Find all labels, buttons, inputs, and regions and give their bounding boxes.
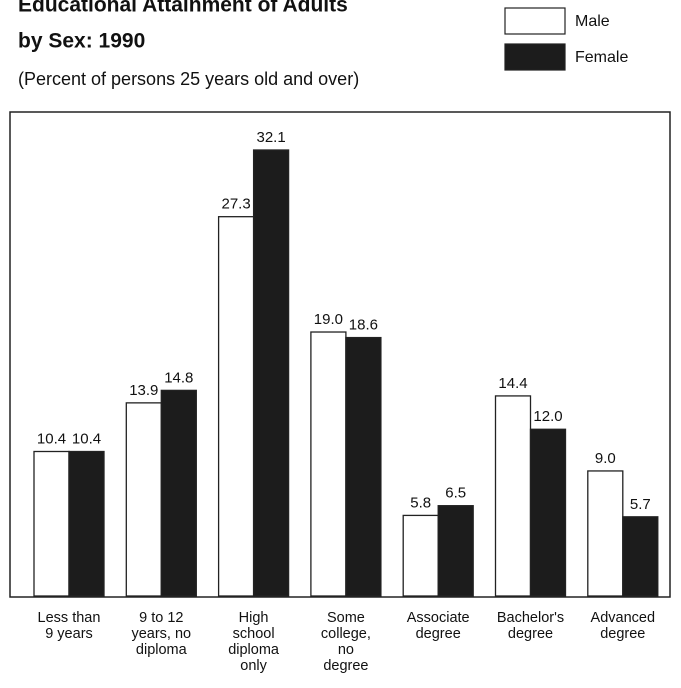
chart-title: Educational Attainment of Adults bbox=[18, 0, 348, 17]
data-label: 10.4 bbox=[72, 430, 101, 447]
data-label: 14.4 bbox=[498, 375, 527, 392]
x-tick-label: Some bbox=[327, 610, 365, 626]
data-label: 13.9 bbox=[129, 382, 158, 399]
x-tick-label: only bbox=[240, 658, 267, 674]
bar bbox=[345, 336, 382, 597]
legend-label: Female bbox=[575, 49, 628, 66]
data-label: 27.3 bbox=[221, 196, 250, 213]
bar bbox=[622, 516, 659, 597]
x-tick-label: 9 to 12 bbox=[139, 610, 183, 626]
legend-swatch bbox=[504, 7, 566, 35]
bar bbox=[217, 216, 255, 597]
legend-label: Male bbox=[575, 13, 610, 30]
x-tick-label: college, bbox=[321, 626, 371, 642]
x-tick-label: degree bbox=[508, 626, 553, 642]
x-tick-label: no bbox=[338, 642, 354, 658]
x-tick-label: Bachelor's bbox=[497, 610, 564, 626]
bar bbox=[252, 149, 290, 597]
bar bbox=[494, 395, 532, 597]
data-label: 18.6 bbox=[349, 317, 378, 334]
chart-title-line: by Sex: 1990 bbox=[18, 30, 145, 53]
x-tick-label: High bbox=[239, 610, 269, 626]
plot-frame bbox=[9, 111, 671, 598]
x-tick-label: degree bbox=[323, 658, 368, 674]
data-label: 10.4 bbox=[37, 430, 66, 447]
x-tick-label: degree bbox=[600, 626, 645, 642]
bar bbox=[33, 450, 70, 597]
x-tick-label: 9 years bbox=[45, 626, 93, 642]
x-tick-label: Advanced bbox=[591, 610, 656, 626]
bar bbox=[160, 389, 197, 597]
bar bbox=[310, 331, 347, 597]
x-tick-label: Associate bbox=[407, 610, 470, 626]
data-label: 14.8 bbox=[164, 369, 193, 386]
bar bbox=[125, 402, 162, 597]
bar bbox=[587, 470, 624, 597]
data-label: 5.7 bbox=[630, 496, 651, 513]
x-tick-label: diploma bbox=[228, 642, 280, 658]
data-label: 19.0 bbox=[314, 311, 343, 328]
x-tick-label: Less than bbox=[38, 610, 101, 626]
x-tick-label: school bbox=[233, 626, 275, 642]
x-tick-label: degree bbox=[416, 626, 461, 642]
bar bbox=[437, 505, 474, 597]
bar bbox=[68, 450, 105, 597]
data-label: 32.1 bbox=[256, 129, 285, 146]
x-tick-label: years, no bbox=[131, 626, 191, 642]
bar bbox=[402, 514, 439, 597]
data-label: 6.5 bbox=[445, 485, 466, 502]
x-tick-label: diploma bbox=[136, 642, 188, 658]
chart-subtitle: (Percent of persons 25 years old and ove… bbox=[18, 69, 359, 89]
data-label: 12.0 bbox=[533, 408, 562, 425]
data-label: 5.8 bbox=[410, 494, 431, 511]
legend-swatch bbox=[504, 43, 566, 71]
bar bbox=[529, 428, 567, 597]
data-label: 9.0 bbox=[595, 450, 616, 467]
